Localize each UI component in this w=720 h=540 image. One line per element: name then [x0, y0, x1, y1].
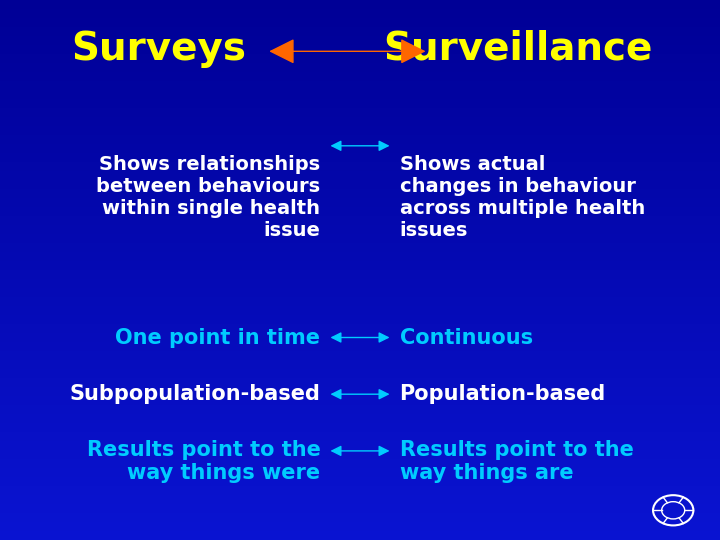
Text: Results point to the
way things are: Results point to the way things are [400, 440, 634, 483]
Text: Population-based: Population-based [400, 384, 606, 404]
Text: Continuous: Continuous [400, 327, 533, 348]
Text: Results point to the
way things were: Results point to the way things were [86, 440, 320, 483]
Text: Surveillance: Surveillance [384, 30, 653, 68]
Text: Surveys: Surveys [71, 30, 246, 68]
Text: One point in time: One point in time [115, 327, 320, 348]
Text: Shows actual
changes in behaviour
across multiple health
issues: Shows actual changes in behaviour across… [400, 154, 645, 240]
Text: Shows relationships
between behaviours
within single health
issue: Shows relationships between behaviours w… [96, 154, 320, 240]
Text: Subpopulation-based: Subpopulation-based [70, 384, 320, 404]
